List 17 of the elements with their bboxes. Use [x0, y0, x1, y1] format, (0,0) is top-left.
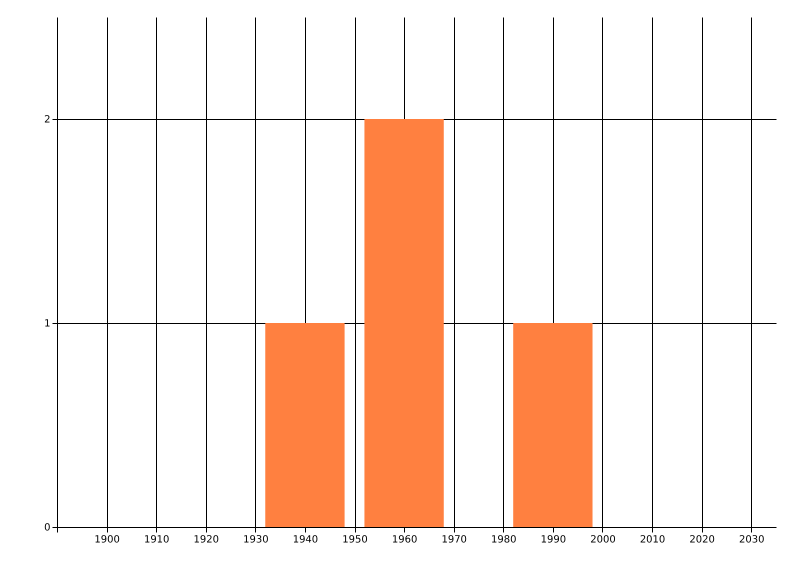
x-tick-label: 1930	[243, 534, 269, 546]
x-tick-label: 1980	[491, 534, 516, 546]
x-tick-label: 2030	[738, 534, 764, 546]
x-tick-label: 1990	[540, 534, 566, 546]
x-tick-label: 1940	[292, 534, 318, 546]
y-tick-label: 0	[44, 522, 50, 534]
y-tick-label: 1	[44, 318, 50, 330]
y-tick-label: 2	[44, 114, 50, 126]
x-tick-label: 1970	[441, 534, 467, 546]
x-tick-label: 1920	[194, 534, 219, 546]
x-tick-label: 2000	[590, 534, 616, 546]
x-tick-label: 2010	[640, 534, 666, 546]
x-tick-label: 1900	[94, 534, 120, 546]
x-tick-label: 1910	[144, 534, 170, 546]
x-tick-label: 2020	[689, 534, 715, 546]
x-tick-label: 1950	[342, 534, 368, 546]
x-tick-label: 1960	[392, 534, 418, 546]
